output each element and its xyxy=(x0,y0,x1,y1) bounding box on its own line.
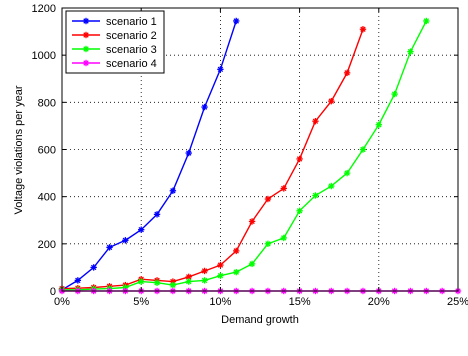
data-point xyxy=(312,118,319,125)
legend-item: scenario 2 xyxy=(72,30,157,42)
x-tick-label: 0% xyxy=(54,296,70,308)
data-point xyxy=(122,237,129,244)
data-point xyxy=(138,278,145,285)
axis-ticks: 0% 5% 10% 15% 20% 25% 0 200 400 600 800 1000 1200 xyxy=(32,3,468,308)
data-point xyxy=(248,218,256,225)
legend-label: scenario 4 xyxy=(106,58,157,70)
legend-label: scenario 1 xyxy=(106,16,157,28)
data-point xyxy=(280,185,287,192)
legend-label: scenario 2 xyxy=(106,30,157,42)
data-point xyxy=(169,281,177,289)
data-point xyxy=(264,195,272,203)
data-point xyxy=(217,66,224,73)
data-point xyxy=(328,182,335,190)
data-point xyxy=(201,103,208,111)
data-point xyxy=(296,155,303,163)
data-point xyxy=(185,278,192,285)
y-axis-label: Voltage violations per year xyxy=(13,85,25,214)
data-point xyxy=(153,279,161,286)
data-point xyxy=(90,264,97,271)
legend-item: scenario 3 xyxy=(72,44,157,56)
data-point xyxy=(153,211,161,218)
x-tick-label: 15% xyxy=(289,296,311,308)
series-line xyxy=(61,20,237,291)
data-point xyxy=(296,207,303,215)
data-point xyxy=(343,69,351,77)
x-tick-label: 25% xyxy=(447,296,468,308)
data-point xyxy=(138,226,145,233)
y-tick-label: 1200 xyxy=(32,3,56,15)
x-tick-label: 5% xyxy=(133,296,149,308)
data-point xyxy=(201,267,208,275)
data-point xyxy=(169,187,177,194)
y-tick-label: 1000 xyxy=(32,50,56,62)
data-point xyxy=(391,90,398,98)
data-point xyxy=(359,26,367,33)
y-tick-label: 400 xyxy=(38,192,56,204)
data-point xyxy=(312,192,319,199)
data-point xyxy=(280,234,287,242)
data-point xyxy=(359,146,367,153)
legend-marker xyxy=(82,59,90,67)
data-point xyxy=(185,149,192,157)
data-point xyxy=(217,272,224,279)
data-point xyxy=(74,277,82,284)
y-tick-label: 600 xyxy=(38,145,56,157)
x-tick-label: 20% xyxy=(368,296,390,308)
y-tick-label: 800 xyxy=(38,97,56,109)
x-tick-label: 10% xyxy=(209,296,231,308)
legend-item: scenario 1 xyxy=(72,16,157,28)
data-point xyxy=(264,240,272,248)
data-point xyxy=(343,169,351,177)
data-point xyxy=(233,17,240,25)
legend-marker xyxy=(82,17,90,25)
data-point xyxy=(233,247,240,255)
data-point xyxy=(201,277,208,284)
data-point xyxy=(217,261,224,269)
data-point xyxy=(423,17,430,25)
x-axis-label: Demand growth xyxy=(221,314,299,326)
y-tick-label: 200 xyxy=(38,239,56,251)
data-point xyxy=(233,268,240,276)
y-tick-label: 0 xyxy=(50,286,56,298)
data-point xyxy=(248,260,256,268)
legend-item: scenario 4 xyxy=(72,58,157,70)
data-point xyxy=(106,244,113,251)
legend-label: scenario 3 xyxy=(106,44,157,56)
legend-marker xyxy=(82,45,90,53)
legend: scenario 1 scenario 2 scenario 3 scenario 4 xyxy=(65,10,165,74)
data-point xyxy=(407,48,414,55)
legend-marker xyxy=(82,31,90,39)
data-point xyxy=(328,97,335,105)
data-point xyxy=(375,121,382,128)
